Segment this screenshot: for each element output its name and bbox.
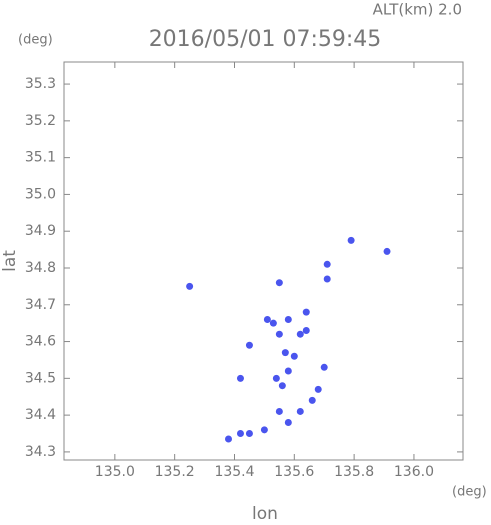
echo-point — [308, 396, 316, 404]
echo-point — [269, 319, 277, 327]
y-tick-label: 34.3 — [25, 444, 56, 460]
y-tick-label: 35.2 — [25, 113, 56, 129]
x-tick-label: 136.0 — [394, 464, 434, 480]
y-tick-label: 34.5 — [25, 370, 56, 386]
echo-point — [284, 315, 292, 323]
echo-point — [236, 430, 244, 438]
x-tick-label: 135.6 — [274, 464, 314, 480]
echo-point — [245, 341, 253, 349]
y-tick-label: 35.0 — [25, 186, 56, 202]
y-tick-label: 35.1 — [25, 150, 56, 166]
echo-point — [323, 275, 331, 283]
y-axis-label: lat — [0, 250, 20, 272]
y-tick-label: 34.6 — [25, 334, 56, 350]
y-tick-label: 34.7 — [25, 297, 56, 313]
echo-point — [323, 260, 331, 268]
echo-point — [260, 426, 268, 434]
x-tick-label: 135.2 — [155, 464, 195, 480]
x-tick-label: 135.0 — [95, 464, 135, 480]
annotation: ALT(km) 2.0 — [373, 1, 462, 19]
y-tick-label: 34.4 — [25, 407, 56, 423]
echo-point — [320, 363, 328, 371]
echo-point — [290, 352, 298, 360]
y-tick-label: 35.3 — [25, 76, 56, 92]
x-unit: (deg) — [452, 485, 487, 500]
echo-point — [347, 236, 355, 244]
echo-point — [296, 407, 304, 415]
echo-point — [236, 374, 244, 382]
echo-point — [275, 330, 283, 338]
echo-point — [296, 330, 304, 338]
echo-point — [272, 374, 280, 382]
plot-frame — [63, 61, 464, 461]
echo-point — [225, 435, 233, 443]
echo-point — [383, 247, 391, 255]
echo-point — [302, 327, 310, 335]
y-tick-label: 34.9 — [25, 223, 56, 239]
echo-point — [275, 279, 283, 287]
echo-point — [186, 282, 194, 290]
echo-point — [314, 385, 322, 393]
echo-point — [245, 430, 253, 438]
x-tick-label: 135.8 — [334, 464, 374, 480]
echo-point — [302, 308, 310, 316]
echo-point — [278, 382, 286, 390]
chart-title: 2016/05/01 07:59:45 — [149, 27, 382, 52]
echo-point — [284, 418, 292, 426]
x-axis-label: lon — [252, 504, 278, 521]
echo-point — [275, 407, 283, 415]
y-tick-label: 34.8 — [25, 260, 56, 276]
echo-point — [263, 315, 271, 323]
y-unit: (deg) — [18, 33, 53, 48]
echo-point — [284, 367, 292, 375]
echo-point — [281, 349, 289, 357]
x-tick-label: 135.4 — [214, 464, 254, 480]
